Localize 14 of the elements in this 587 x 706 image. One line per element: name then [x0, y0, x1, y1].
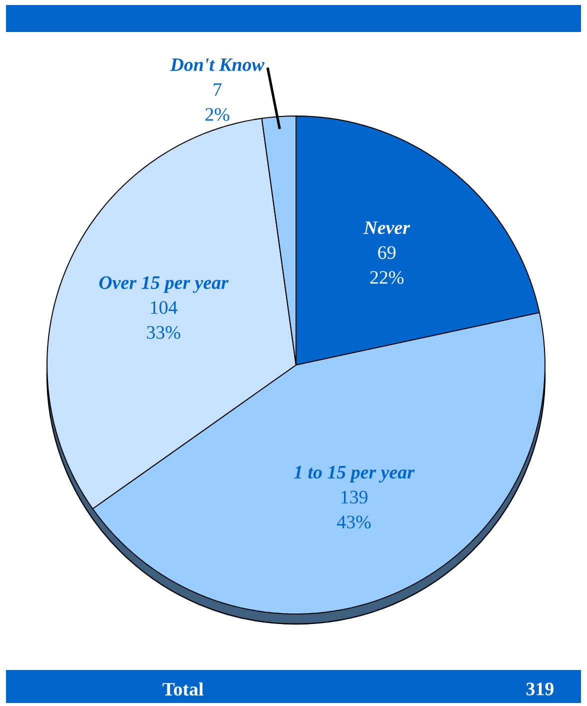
slice-label: Never — [364, 221, 410, 234]
text: 43% — [337, 516, 371, 528]
data-label: 104 — [150, 301, 178, 314]
slice-label: 1 to 15 per year — [294, 466, 415, 482]
text: 22% — [370, 271, 404, 284]
slice-label: Don't Know — [170, 58, 264, 72]
data-label: 139 — [341, 490, 368, 504]
text: 33% — [147, 326, 180, 339]
slice-label: Over 15 per year — [99, 276, 229, 293]
data-label: 7 — [214, 83, 222, 96]
text: 2% — [206, 108, 230, 121]
text: Total — [162, 682, 204, 696]
text: 319 — [526, 682, 554, 696]
data-label: 69 — [378, 246, 396, 259]
